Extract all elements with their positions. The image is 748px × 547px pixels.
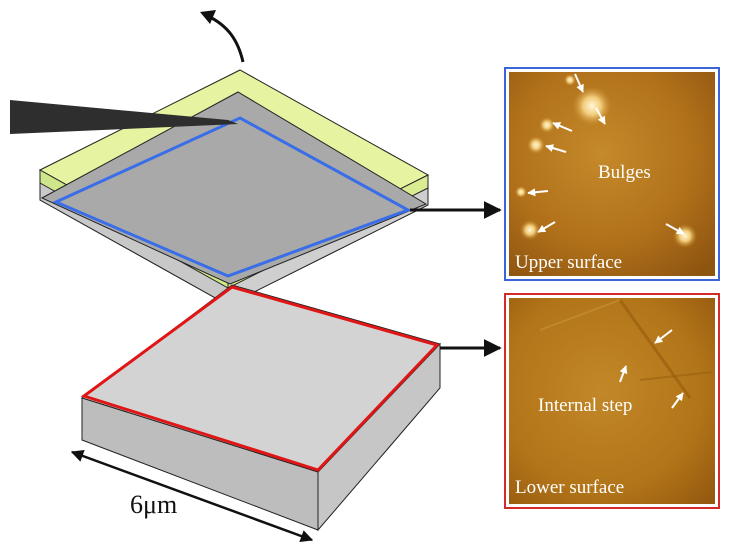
upper-annotation: Bulges bbox=[598, 162, 651, 183]
dimension-line bbox=[70, 450, 314, 542]
upper-surface-outline bbox=[52, 116, 412, 278]
lower-surface-outline bbox=[80, 285, 440, 472]
lower-caption: Lower surface bbox=[515, 477, 624, 498]
upper-caption: Upper surface bbox=[515, 252, 622, 273]
lower-annotation: Internal step bbox=[538, 395, 632, 416]
afm-tip-icon bbox=[10, 100, 238, 134]
upper-afm-panel: Bulges Upper surface bbox=[504, 67, 720, 281]
upper-flake bbox=[38, 69, 430, 306]
curved-arrow-icon bbox=[207, 14, 245, 63]
lower-afm-panel: Internal step Lower surface bbox=[504, 293, 720, 509]
dimension-label: 6μm bbox=[130, 490, 177, 519]
curved-arrow-head bbox=[200, 10, 216, 24]
